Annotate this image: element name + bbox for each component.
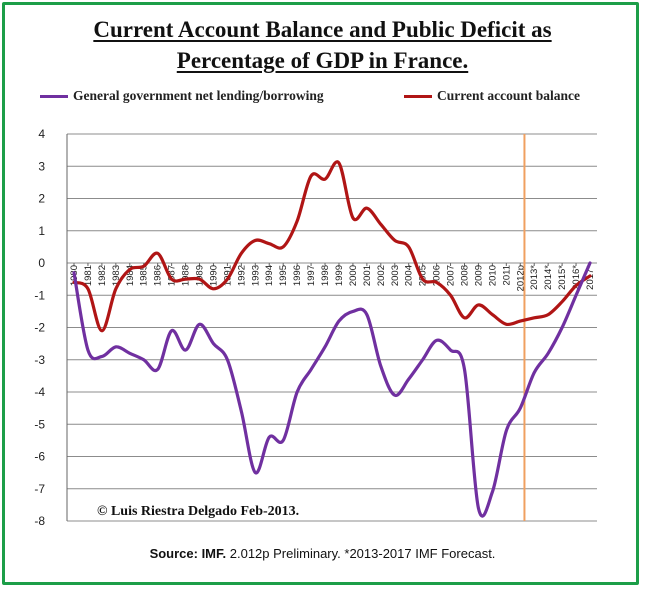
y-tick-label--7: -7 <box>34 482 45 496</box>
y-tick-label--4: -4 <box>34 385 45 399</box>
y-tick-label-0: 0 <box>38 256 45 270</box>
y-tick-label-4: 4 <box>38 127 45 141</box>
x-tick-label-2001: 2001 <box>362 265 373 286</box>
y-tick-label-2: 2 <box>38 192 45 206</box>
x-tick-label-2016*: 2016* <box>571 265 582 290</box>
x-tick-label-2005: 2005 <box>418 265 429 286</box>
x-tick-label-2004: 2004 <box>404 265 415 286</box>
x-tick-label-1989: 1989 <box>195 265 206 286</box>
legend-label-government: General government net lending/borrowing <box>73 88 324 103</box>
x-tick-label-1999: 1999 <box>334 265 345 286</box>
x-tick-label-1996: 1996 <box>292 265 303 286</box>
x-tick-label-1986: 1986 <box>153 265 164 286</box>
x-tick-label-2006: 2006 <box>432 265 443 286</box>
y-tick-label-3: 3 <box>38 159 45 173</box>
x-tick-label-2009: 2009 <box>473 265 484 286</box>
x-tick-label-1997: 1997 <box>306 265 317 286</box>
y-tick-label--3: -3 <box>34 353 45 367</box>
x-tick-label-1988: 1988 <box>181 265 192 286</box>
x-tick-label-2012p: 2012p <box>515 265 526 291</box>
series-line-current-account-balance <box>72 160 592 333</box>
x-tick-label-1983: 1983 <box>111 265 122 286</box>
x-tick-label-2008: 2008 <box>459 265 470 286</box>
x-tick-label-2003: 2003 <box>390 265 401 286</box>
legend-swatch-government <box>40 94 68 98</box>
chart-title: Current Account Balance and Public Defic… <box>0 14 645 76</box>
series-line-government-net-lending <box>72 261 592 518</box>
x-tick-label-1982: 1982 <box>97 265 108 286</box>
y-tick-label--2: -2 <box>34 321 45 335</box>
x-tick-label-1998: 1998 <box>320 265 331 286</box>
gridlines <box>67 133 597 522</box>
legend-label-current-account: Current account balance <box>437 88 580 103</box>
chart-title-line2: Percentage of GDP in France. <box>176 48 469 73</box>
y-tick-label--6: -6 <box>34 450 45 464</box>
x-tick-label-1984: 1984 <box>125 265 136 286</box>
y-tick-label--8: -8 <box>34 514 45 528</box>
x-tick-label-1990: 1990 <box>208 265 219 286</box>
x-tick-label-2013*: 2013* <box>529 265 540 290</box>
y-tick-label--1: -1 <box>34 288 45 302</box>
x-tick-label-1981: 1981 <box>83 265 94 286</box>
x-tick-label-1992: 1992 <box>236 265 247 286</box>
x-tick-label-2010: 2010 <box>487 265 498 286</box>
x-tick-label-2000: 2000 <box>348 265 359 286</box>
source-note: Source: IMF. 2.012p Preliminary. *2013-2… <box>0 546 645 561</box>
y-tick-label--5: -5 <box>34 417 45 431</box>
chart-frame <box>2 2 639 585</box>
x-tick-label-1995: 1995 <box>278 265 289 286</box>
chart-legend: General government net lending/borrowing… <box>0 88 645 108</box>
x-tick-label-1987: 1987 <box>167 265 178 286</box>
x-tick-label-1985: 1985 <box>139 265 150 286</box>
source-text: 2.012p Preliminary. *2013-2017 IMF Forec… <box>226 546 496 561</box>
x-tick-label-1994: 1994 <box>264 265 275 286</box>
source-label: Source: IMF. <box>149 546 227 561</box>
x-tick-label-1993: 1993 <box>250 265 261 286</box>
legend-item-current-account: Current account balance <box>404 88 580 104</box>
y-tick-label-1: 1 <box>38 224 45 238</box>
x-tick-label-2007: 2007 <box>446 265 457 286</box>
x-tick-label-2015*: 2015* <box>557 265 568 290</box>
chart-title-line1: Current Account Balance and Public Defic… <box>93 17 552 42</box>
x-tick-label-2011: 2011 <box>501 265 512 285</box>
series-lines <box>72 134 592 521</box>
x-tick-label-2002: 2002 <box>376 265 387 286</box>
legend-swatch-current-account <box>404 94 432 98</box>
legend-item-government: General government net lending/borrowing <box>40 88 324 104</box>
copyright-note: © Luis Riestra Delgado Feb-2013. <box>97 504 299 519</box>
x-tick-label-2014*: 2014* <box>543 265 554 290</box>
